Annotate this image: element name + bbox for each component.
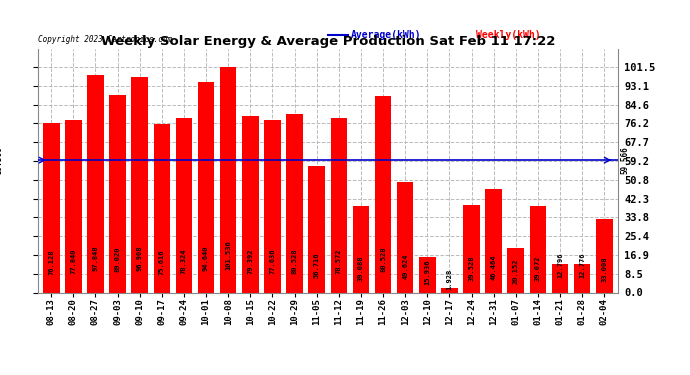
Bar xyxy=(485,189,502,292)
Bar xyxy=(419,257,435,292)
Bar xyxy=(574,264,591,292)
Bar xyxy=(308,166,325,292)
Bar xyxy=(242,116,259,292)
Bar xyxy=(331,118,347,292)
Bar xyxy=(552,264,569,292)
Bar xyxy=(286,114,303,292)
Bar xyxy=(353,206,369,292)
Text: 94.640: 94.640 xyxy=(203,246,209,271)
Bar xyxy=(87,75,104,292)
Text: 78.572: 78.572 xyxy=(336,249,342,274)
Bar xyxy=(507,248,524,292)
Text: 12.796: 12.796 xyxy=(557,253,563,278)
Bar xyxy=(65,120,81,292)
Bar xyxy=(530,206,546,292)
Text: 49.624: 49.624 xyxy=(402,254,408,279)
Bar xyxy=(154,124,170,292)
Text: 76.128: 76.128 xyxy=(48,249,55,274)
Text: 59.566: 59.566 xyxy=(620,146,629,174)
Text: 75.616: 75.616 xyxy=(159,249,165,274)
Bar xyxy=(198,82,215,292)
Text: 56.716: 56.716 xyxy=(314,252,319,278)
Bar xyxy=(220,67,237,292)
Text: Copyright 2023 Cartronics.com: Copyright 2023 Cartronics.com xyxy=(38,35,172,44)
Bar xyxy=(176,118,193,292)
Text: 97.848: 97.848 xyxy=(92,245,99,271)
Text: 80.528: 80.528 xyxy=(292,248,297,274)
Text: 33.008: 33.008 xyxy=(601,257,607,282)
Bar xyxy=(131,77,148,292)
Text: 78.324: 78.324 xyxy=(181,249,187,274)
Text: 1.928: 1.928 xyxy=(446,269,453,290)
Text: 39.528: 39.528 xyxy=(469,255,475,281)
Bar xyxy=(397,182,413,292)
Text: 12.776: 12.776 xyxy=(579,253,585,278)
Text: Average(kWh): Average(kWh) xyxy=(351,30,422,40)
Text: 15.936: 15.936 xyxy=(424,260,431,285)
Bar xyxy=(463,205,480,292)
Title: Weekly Solar Energy & Average Production Sat Feb 11 17:22: Weekly Solar Energy & Average Production… xyxy=(101,34,555,48)
Text: Weekly(kWh): Weekly(kWh) xyxy=(475,30,540,40)
Text: 20.152: 20.152 xyxy=(513,259,519,285)
Text: 39.072: 39.072 xyxy=(535,256,541,281)
Text: 88.528: 88.528 xyxy=(380,247,386,272)
Bar xyxy=(43,123,59,292)
Text: 96.908: 96.908 xyxy=(137,245,143,271)
Text: 59.566: 59.566 xyxy=(0,146,3,174)
Text: 77.636: 77.636 xyxy=(269,249,275,274)
Bar xyxy=(109,95,126,292)
Bar xyxy=(375,96,391,292)
Text: 46.464: 46.464 xyxy=(491,254,497,280)
Text: 79.392: 79.392 xyxy=(247,249,253,274)
Bar xyxy=(264,120,281,292)
Text: 39.088: 39.088 xyxy=(358,256,364,281)
Bar xyxy=(596,219,613,292)
Text: 101.536: 101.536 xyxy=(225,240,231,270)
Text: 77.840: 77.840 xyxy=(70,249,77,274)
Bar xyxy=(441,288,457,292)
Text: 89.020: 89.020 xyxy=(115,247,121,272)
